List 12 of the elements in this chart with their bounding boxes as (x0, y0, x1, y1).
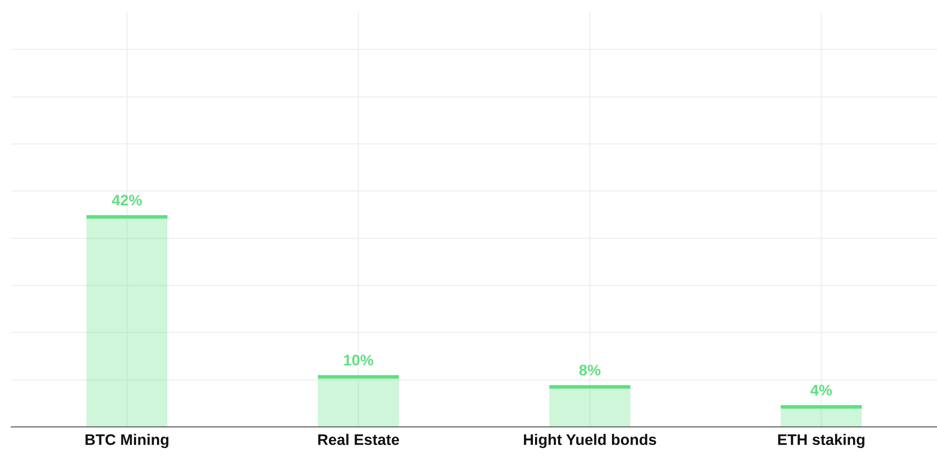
data-label: 4% (810, 384, 832, 396)
data-label: 10% (344, 354, 374, 366)
bar (549, 386, 630, 427)
bar (780, 406, 862, 427)
x-tick-label: Real Estate (318, 434, 400, 446)
x-tick-label: BTC Mining (86, 434, 168, 448)
bar (318, 376, 399, 427)
x-tick-label: ETH staking (778, 434, 864, 448)
bar (86, 216, 168, 427)
data-label: 8% (579, 364, 600, 376)
data-label: 42% (112, 194, 142, 206)
x-tick-label: Hight Yueld bonds (524, 434, 656, 448)
